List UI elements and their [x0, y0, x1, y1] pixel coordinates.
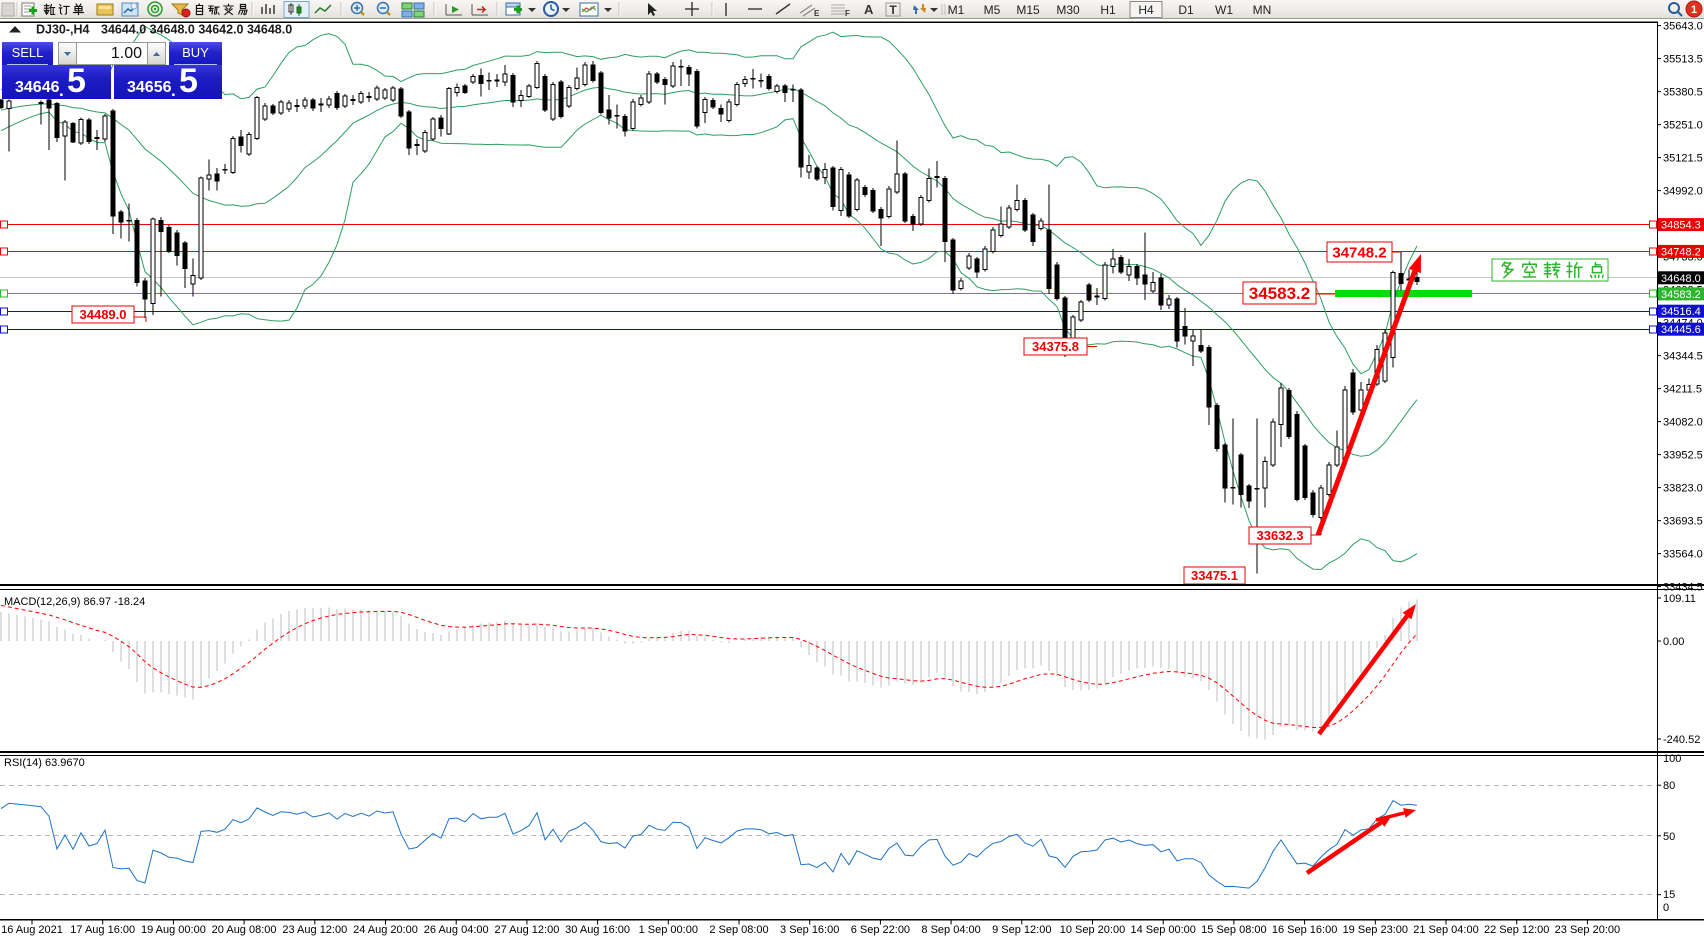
svg-text:2 Sep 08:00: 2 Sep 08:00 — [709, 924, 768, 936]
svg-text:22 Sep 12:00: 22 Sep 12:00 — [1484, 924, 1549, 936]
svg-text:W1: W1 — [1215, 3, 1233, 17]
svg-text:34644.0 34648.0 34642.0 34648.: 34644.0 34648.0 34642.0 34648.0 — [101, 23, 292, 37]
svg-text:33823.0: 33823.0 — [1663, 483, 1703, 495]
svg-text:8 Sep 04:00: 8 Sep 04:00 — [921, 924, 980, 936]
svg-text:23 Aug 12:00: 23 Aug 12:00 — [282, 924, 347, 936]
svg-text:M30: M30 — [1056, 3, 1080, 17]
svg-text:34583.2: 34583.2 — [1249, 284, 1310, 303]
svg-text:100: 100 — [1663, 753, 1681, 765]
svg-text:35121.5: 35121.5 — [1663, 153, 1703, 165]
svg-text:H4: H4 — [1138, 3, 1154, 17]
svg-text:3 Sep 16:00: 3 Sep 16:00 — [780, 924, 839, 936]
svg-text:33475.1: 33475.1 — [1191, 568, 1238, 583]
svg-text:27 Aug 12:00: 27 Aug 12:00 — [494, 924, 559, 936]
svg-text:14 Sep 00:00: 14 Sep 00:00 — [1130, 924, 1195, 936]
svg-text:21 Sep 04:00: 21 Sep 04:00 — [1413, 924, 1478, 936]
svg-text:RSI(14) 63.9670: RSI(14) 63.9670 — [4, 757, 85, 769]
svg-text:34854.3: 34854.3 — [1661, 220, 1701, 232]
svg-text:-240.52: -240.52 — [1663, 734, 1700, 746]
svg-text:34748.2: 34748.2 — [1332, 244, 1386, 261]
svg-text:26 Aug 04:00: 26 Aug 04:00 — [424, 924, 489, 936]
svg-text:33632.3: 33632.3 — [1257, 528, 1304, 543]
svg-text:20 Aug 08:00: 20 Aug 08:00 — [212, 924, 277, 936]
svg-text:19 Sep 23:00: 19 Sep 23:00 — [1343, 924, 1408, 936]
svg-text:34583.2: 34583.2 — [1661, 289, 1701, 301]
svg-text:34516.4: 34516.4 — [1661, 306, 1701, 318]
svg-text:1 Sep 00:00: 1 Sep 00:00 — [639, 924, 698, 936]
svg-text:33434.5: 33434.5 — [1663, 582, 1703, 594]
svg-text:34445.6: 34445.6 — [1661, 324, 1701, 336]
svg-text:35643.0: 35643.0 — [1663, 21, 1703, 33]
svg-text:6 Sep 22:00: 6 Sep 22:00 — [851, 924, 910, 936]
svg-text:35251.0: 35251.0 — [1663, 120, 1703, 132]
svg-text:M5: M5 — [984, 3, 1001, 17]
svg-text:23 Sep 20:00: 23 Sep 20:00 — [1555, 924, 1620, 936]
svg-text:34489.0: 34489.0 — [80, 307, 127, 322]
svg-text:34375.8: 34375.8 — [1032, 339, 1079, 354]
svg-text:80: 80 — [1663, 780, 1675, 792]
svg-text:16 Aug 2021: 16 Aug 2021 — [1, 924, 63, 936]
svg-text:34344.5: 34344.5 — [1663, 351, 1703, 363]
svg-text:E: E — [814, 9, 820, 18]
svg-text:A: A — [864, 2, 874, 17]
svg-text:15: 15 — [1663, 889, 1675, 901]
svg-text:50: 50 — [1663, 831, 1675, 843]
svg-text:T: T — [889, 3, 897, 17]
svg-text:0.00: 0.00 — [1663, 636, 1684, 648]
svg-text:19 Aug 00:00: 19 Aug 00:00 — [141, 924, 206, 936]
svg-text:34082.0: 34082.0 — [1663, 417, 1703, 429]
svg-text:M15: M15 — [1016, 3, 1040, 17]
svg-text:34992.0: 34992.0 — [1663, 186, 1703, 198]
svg-text:33564.0: 33564.0 — [1663, 549, 1703, 561]
svg-text:MN: MN — [1253, 3, 1272, 17]
svg-text:33693.5: 33693.5 — [1663, 516, 1703, 528]
svg-text:35513.5: 35513.5 — [1663, 54, 1703, 66]
svg-text:30 Aug 16:00: 30 Aug 16:00 — [565, 924, 630, 936]
svg-text:34748.2: 34748.2 — [1661, 246, 1701, 258]
svg-text:D1: D1 — [1178, 3, 1194, 17]
svg-text:15 Sep 08:00: 15 Sep 08:00 — [1201, 924, 1266, 936]
svg-text:F: F — [845, 9, 850, 18]
svg-text:16 Sep 16:00: 16 Sep 16:00 — [1272, 924, 1337, 936]
svg-text:10 Sep 20:00: 10 Sep 20:00 — [1060, 924, 1125, 936]
svg-text:M1: M1 — [948, 3, 965, 17]
svg-text:9 Sep 12:00: 9 Sep 12:00 — [992, 924, 1051, 936]
svg-text:109.11: 109.11 — [1663, 593, 1696, 605]
svg-text:H1: H1 — [1100, 3, 1116, 17]
svg-text:34648.0: 34648.0 — [1661, 273, 1701, 285]
svg-text:24 Aug 20:00: 24 Aug 20:00 — [353, 924, 418, 936]
svg-text:33952.5: 33952.5 — [1663, 450, 1703, 462]
svg-text:1: 1 — [1691, 4, 1697, 16]
svg-text:MACD(12,26,9) 86.97 -18.24: MACD(12,26,9) 86.97 -18.24 — [4, 596, 145, 608]
svg-text:DJ30-,H4: DJ30-,H4 — [36, 23, 90, 37]
svg-text:17 Aug 16:00: 17 Aug 16:00 — [70, 924, 135, 936]
svg-text:35380.5: 35380.5 — [1663, 87, 1703, 99]
svg-text:34211.5: 34211.5 — [1663, 384, 1702, 396]
svg-text:0: 0 — [1663, 902, 1669, 914]
